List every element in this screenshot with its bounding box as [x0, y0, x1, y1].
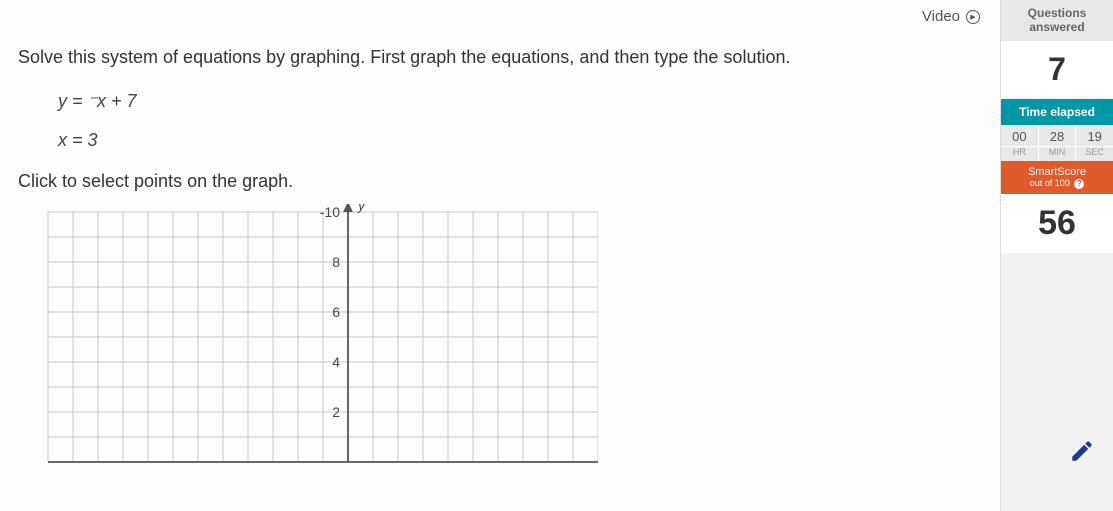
svg-text:2: 2	[332, 404, 340, 420]
equation-2: x = 3	[58, 130, 982, 151]
time-min: 28	[1039, 125, 1077, 146]
svg-text:6: 6	[332, 304, 340, 320]
svg-text:-10: -10	[320, 204, 340, 220]
questions-answered-header: Questions answered	[1001, 0, 1113, 41]
play-icon: ▶	[966, 10, 980, 24]
svg-text:8: 8	[332, 254, 340, 270]
coordinate-graph[interactable]: 2468-10yx	[38, 204, 598, 466]
time-sec-label: SEC	[1076, 147, 1113, 161]
question-prompt: Solve this system of equations by graphi…	[18, 44, 888, 71]
stats-sidebar: Questions answered 7 Time elapsed 00 28 …	[1000, 0, 1113, 511]
time-sec: 19	[1076, 125, 1113, 146]
info-icon[interactable]: ?	[1074, 179, 1084, 189]
svg-text:y: y	[357, 204, 366, 213]
time-hr: 00	[1001, 125, 1039, 146]
time-values: 00 28 19	[1001, 125, 1113, 147]
svg-text:4: 4	[332, 354, 340, 370]
time-labels: HR MIN SEC	[1001, 147, 1113, 161]
video-link[interactable]: Video ▶	[922, 8, 980, 25]
equations-block: y = ⁻x + 7 x = 3	[58, 91, 982, 151]
smartscore-header: SmartScore out of 100 ?	[1001, 161, 1113, 194]
video-label: Video	[922, 8, 960, 25]
pencil-icon[interactable]	[1069, 438, 1095, 471]
equation-1: y = ⁻x + 7	[58, 91, 982, 112]
time-hr-label: HR	[1001, 147, 1039, 161]
time-elapsed-header: Time elapsed	[1001, 99, 1113, 125]
questions-answered-value: 7	[1001, 41, 1113, 99]
smartscore-sub: out of 100	[1030, 178, 1070, 188]
smartscore-title: SmartScore	[1028, 166, 1086, 178]
question-area: Video ▶ Solve this system of equations b…	[0, 0, 1000, 511]
graph-svg[interactable]: 2468-10yx	[38, 204, 598, 466]
time-min-label: MIN	[1039, 147, 1077, 161]
graph-instruction: Click to select points on the graph.	[18, 171, 982, 192]
smartscore-value: 56	[1001, 194, 1113, 253]
